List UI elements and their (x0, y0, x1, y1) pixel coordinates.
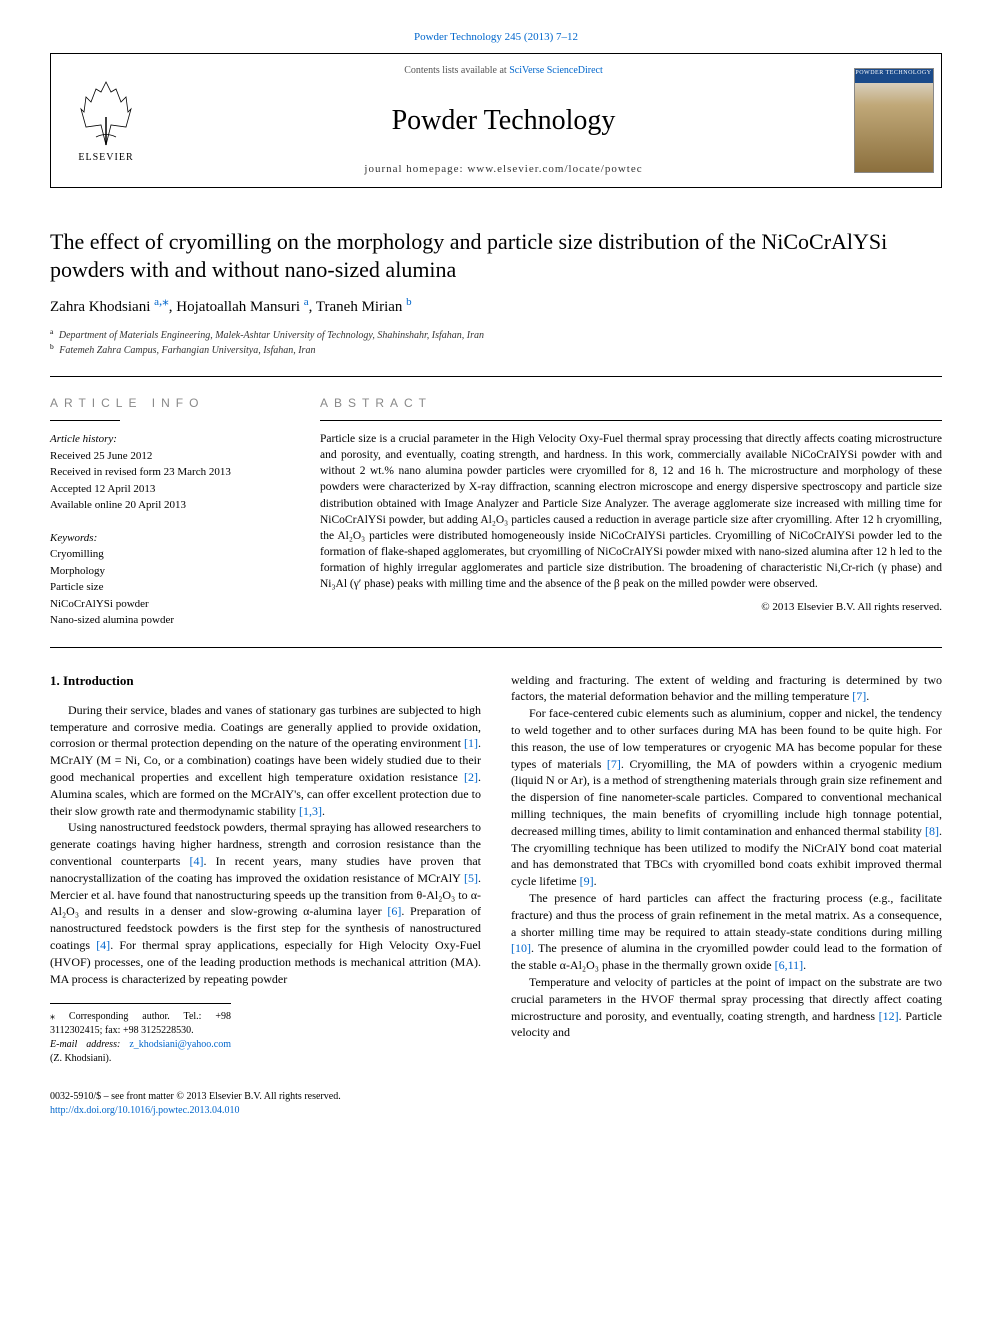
article-title: The effect of cryomilling on the morphol… (50, 228, 942, 283)
cite-4[interactable]: [4] (190, 854, 204, 868)
journal-homepage: journal homepage: www.elsevier.com/locat… (364, 162, 642, 177)
cite-12[interactable]: [12] (879, 1009, 899, 1023)
article-info-column: article info Article history: Received 2… (50, 377, 280, 628)
top-citation: Powder Technology 245 (2013) 7–12 (50, 30, 942, 45)
journal-name: Powder Technology (392, 101, 616, 140)
author-2: Hojatoallah Mansuri a (176, 299, 308, 315)
cite-5[interactable]: [5] (464, 871, 478, 885)
abstract-rule (320, 420, 942, 421)
abstract-column: abstract Particle size is a crucial para… (320, 377, 942, 628)
elsevier-tree-icon (76, 77, 136, 147)
email-link[interactable]: z_khodsiani@yahoo.com (129, 1039, 231, 1050)
cite-1-3[interactable]: [1,3] (299, 804, 322, 818)
header-center: Contents lists available at SciVerse Sci… (161, 54, 846, 187)
sciencedirect-link[interactable]: SciVerse ScienceDirect (509, 65, 603, 76)
cite-6[interactable]: [6] (387, 904, 401, 918)
publisher-name: ELSEVIER (78, 151, 133, 165)
abstract-text: Particle size is a crucial parameter in … (320, 431, 942, 592)
top-citation-link[interactable]: Powder Technology 245 (2013) 7–12 (414, 31, 578, 43)
page-footer: 0032-5910/$ – see front matter © 2013 El… (50, 1090, 942, 1118)
cite-8[interactable]: [8] (925, 824, 939, 838)
cite-2[interactable]: [2] (464, 770, 478, 784)
homepage-url[interactable]: www.elsevier.com/locate/powtec (467, 163, 642, 175)
journal-cover-thumb: POWDER TECHNOLOGY (846, 54, 941, 187)
author-3: Traneh Mirian b (316, 299, 412, 315)
contents-available: Contents lists available at SciVerse Sci… (404, 64, 603, 78)
cite-10[interactable]: [10] (511, 941, 531, 955)
cite-9[interactable]: [9] (580, 874, 594, 888)
abstract-copyright: © 2013 Elsevier B.V. All rights reserved… (320, 600, 942, 615)
doi-link[interactable]: http://dx.doi.org/10.1016/j.powtec.2013.… (50, 1104, 341, 1118)
rule-bottom (50, 647, 942, 648)
cite-1[interactable]: [1] (464, 736, 478, 750)
body-text: 1. Introduction During their service, bl… (50, 672, 942, 1067)
front-matter-notice: 0032-5910/$ – see front matter © 2013 El… (50, 1090, 341, 1104)
corresponding-footnote: ⁎ Corresponding author. Tel.: +98 311230… (50, 1003, 231, 1066)
journal-header: ELSEVIER Contents lists available at Sci… (50, 53, 942, 188)
authors-line: Zahra Khodsiani a,⁎, Hojatoallah Mansuri… (50, 297, 942, 318)
corresponding-mark[interactable]: ,⁎ (159, 293, 169, 308)
article-history: Article history: Received 25 June 2012 R… (50, 431, 280, 514)
cite-7[interactable]: [7] (852, 689, 866, 703)
cite-4b[interactable]: [4] (96, 938, 110, 952)
article-info-label: article info (50, 395, 280, 412)
affiliations: a Department of Materials Engineering, M… (50, 328, 942, 358)
section-heading-intro: 1. Introduction (50, 672, 481, 690)
cite-6-11[interactable]: [6,11] (775, 958, 804, 972)
abstract-label: abstract (320, 395, 942, 412)
info-rule (50, 420, 120, 421)
elsevier-logo: ELSEVIER (51, 54, 161, 187)
keywords-block: Keywords: Cryomilling Morphology Particl… (50, 530, 280, 629)
author-1: Zahra Khodsiani a,⁎ (50, 299, 169, 315)
cite-7b[interactable]: [7] (607, 757, 621, 771)
